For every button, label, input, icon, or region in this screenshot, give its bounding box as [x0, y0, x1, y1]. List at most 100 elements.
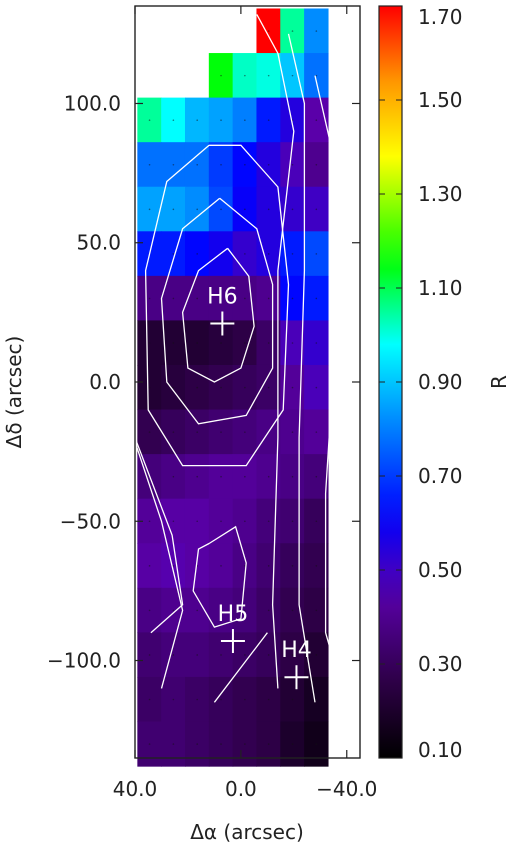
y-tick-label: −50.0 [60, 509, 121, 533]
grid-dot [291, 342, 294, 344]
grid-dot [315, 743, 318, 745]
source-label: H6 [207, 285, 238, 310]
grid-dot [291, 163, 294, 166]
grid-dot [291, 654, 294, 656]
grid-dot [267, 342, 270, 344]
grid-dot [291, 297, 294, 300]
grid-dot [172, 119, 175, 121]
colorbar: 1.70 1.50 1.30 1.10 0.90 0.70 0.50 0.30 0.10 R [378, 5, 511, 762]
colorbar-tick-label: 1.70 [418, 5, 463, 29]
grid-dot [267, 520, 270, 523]
axes: 40.0 0.0 −40.0 100.0 50.0 0.0 −50.0 −100.0 [47, 6, 377, 801]
grid-dot [196, 431, 199, 433]
grid-dot [267, 208, 270, 211]
grid-dot [172, 609, 175, 612]
grid-dot [315, 208, 318, 211]
grid-dot [267, 386, 270, 389]
grid-dot [291, 386, 294, 389]
grid-dot [244, 475, 246, 478]
grid-dot [172, 208, 175, 211]
grid-dot [220, 698, 222, 701]
grid-dot [244, 654, 246, 656]
grid-dot [148, 520, 151, 523]
grid-dot [315, 520, 318, 523]
colorbar-tick-label: 0.30 [418, 652, 463, 676]
y-tick-label: 0.0 [89, 370, 121, 394]
grid-dot [196, 475, 199, 478]
contour-line [181, 247, 255, 383]
grid-dot [315, 609, 318, 612]
contour-line [129, 423, 184, 634]
grid-dot [172, 743, 175, 745]
grid-dot [315, 431, 318, 433]
colorbar-tick-label: 1.10 [418, 276, 463, 300]
contour-line [160, 197, 274, 425]
y-tick-label: 50.0 [76, 231, 121, 255]
grid-dot [196, 208, 199, 211]
grid-dot [172, 431, 175, 433]
x-tick-label: 0.0 [225, 777, 257, 801]
colorbar-tick-label: 0.70 [418, 464, 463, 488]
grid-dot [244, 342, 246, 344]
grid-dot [291, 565, 294, 567]
grid-dot [267, 475, 270, 478]
grid-dot [244, 119, 246, 121]
x-axis-title: Δα (arcsec) [190, 820, 304, 844]
grid-dot [148, 119, 151, 121]
grid-dot [244, 74, 246, 77]
contour-line [113, 19, 163, 104]
contour-line [192, 525, 247, 628]
grid-dot [267, 743, 270, 745]
grid-dot [148, 609, 151, 612]
grid-dot [315, 342, 318, 344]
grid-dot [267, 297, 270, 300]
grid-dot [315, 698, 318, 701]
grid-dot [315, 163, 318, 166]
grid-dot [291, 520, 294, 523]
grid-dot [315, 253, 318, 255]
grid-dot [244, 163, 246, 166]
grid-dot [220, 74, 222, 77]
grid-dot [148, 163, 151, 166]
grid-dot [148, 386, 151, 389]
source-label: H4 [281, 638, 312, 663]
grid-dot [220, 163, 222, 166]
contour-line [213, 632, 268, 703]
grid-dot [291, 475, 294, 478]
source-markers: H6 H5 H4 [207, 285, 312, 690]
grid-dot [315, 565, 318, 567]
grid-dot [196, 520, 199, 523]
colorbar-tick-label: 1.30 [418, 182, 463, 206]
grid-dot [196, 163, 199, 166]
y-axis-title: Δδ (arcsec) [2, 336, 26, 449]
grid-dot [244, 609, 246, 612]
colorbar-ticks: 1.70 1.50 1.30 1.10 0.90 0.70 0.50 0.30 0.10 [379, 5, 463, 762]
grid-dot [267, 654, 270, 656]
colorbar-tick-label: 0.10 [418, 738, 463, 762]
grid-dot [172, 253, 175, 255]
grid-dot [291, 743, 294, 745]
grid-dot [315, 297, 318, 300]
grid-dot [220, 475, 222, 478]
grid-dot [267, 565, 270, 567]
grid-dot [267, 119, 270, 121]
grid-dot [291, 74, 294, 77]
grid-dot [244, 297, 246, 300]
heatmap-panel: H6 H5 H4 [113, 5, 361, 767]
grid-dot [196, 654, 199, 656]
grid-dot [315, 74, 318, 77]
grid-dot [291, 30, 294, 32]
grid-dot [196, 698, 199, 701]
grid-dot [148, 297, 151, 300]
grid-dot [267, 30, 270, 32]
grid-dot [148, 431, 151, 433]
contour-line [256, 14, 295, 689]
grid-dot [148, 565, 151, 567]
grid-dot [148, 208, 151, 211]
grid-dot [315, 475, 318, 478]
grid-dot [148, 743, 151, 745]
grid-dot [267, 609, 270, 612]
y-tick-label: 100.0 [64, 91, 121, 115]
grid-dots [148, 30, 318, 745]
